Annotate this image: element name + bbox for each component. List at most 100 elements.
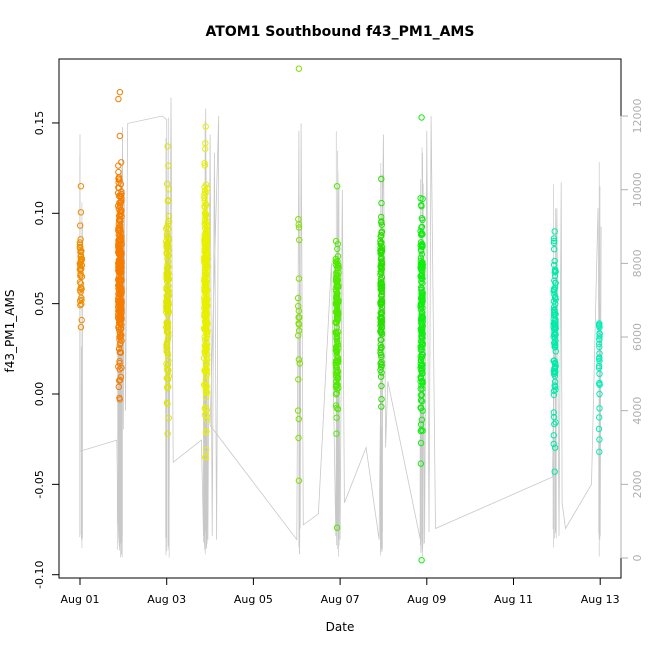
data-point xyxy=(78,285,85,293)
data-point xyxy=(116,204,124,211)
data-point xyxy=(163,264,171,272)
data-point xyxy=(163,223,171,231)
data-point xyxy=(118,207,125,214)
data-point xyxy=(378,353,385,361)
data-point xyxy=(117,349,125,356)
data-point xyxy=(333,323,340,331)
gray-series-line xyxy=(79,97,602,544)
data-point xyxy=(115,184,122,191)
y-axis-left: -0.10 -0.05 0.00 0.05 0.10 0.15 xyxy=(33,111,60,589)
data-point xyxy=(377,349,384,357)
data-point xyxy=(165,220,172,227)
data-point xyxy=(78,294,85,301)
data-point xyxy=(77,236,84,243)
data-point xyxy=(117,288,125,295)
data-point xyxy=(596,324,603,331)
data-point xyxy=(203,331,211,338)
data-point xyxy=(377,341,384,349)
data-point xyxy=(164,351,172,359)
data-point xyxy=(595,364,603,371)
data-point xyxy=(202,389,210,396)
data-point xyxy=(202,365,210,372)
data-point xyxy=(551,246,558,253)
data-point xyxy=(115,263,122,271)
data-point xyxy=(165,234,172,241)
data-point xyxy=(164,143,171,150)
data-point xyxy=(201,203,208,210)
data-point xyxy=(596,448,603,455)
data-point xyxy=(551,291,558,298)
data-point xyxy=(418,261,425,268)
data-point xyxy=(552,348,559,355)
y2-tick-label: 8000 xyxy=(631,249,644,277)
data-point xyxy=(417,404,424,411)
data-point xyxy=(295,434,302,442)
data-point xyxy=(417,421,425,428)
data-point xyxy=(378,249,385,256)
data-point xyxy=(295,477,303,484)
data-point xyxy=(163,324,170,331)
data-point xyxy=(201,191,208,198)
data-point xyxy=(333,369,341,377)
y-axis-right: 0 2000 4000 6000 8000 10000 12000 xyxy=(620,99,644,562)
data-point xyxy=(201,187,209,194)
data-point xyxy=(76,243,84,251)
data-point xyxy=(551,372,559,380)
data-point xyxy=(596,330,603,337)
data-point xyxy=(332,258,339,265)
data-point xyxy=(202,145,209,153)
data-point xyxy=(203,237,211,244)
data-point xyxy=(76,266,84,273)
data-point xyxy=(117,291,125,298)
data-point xyxy=(165,367,172,374)
data-point xyxy=(295,327,303,334)
data-point xyxy=(164,276,172,284)
data-point xyxy=(332,402,340,409)
data-point xyxy=(296,360,303,367)
data-point xyxy=(551,269,558,276)
data-point xyxy=(295,356,303,363)
data-point xyxy=(78,296,85,304)
y-tick-label: -0.10 xyxy=(33,560,46,588)
x-axis-label: Date xyxy=(326,620,355,634)
data-point xyxy=(596,320,603,327)
data-point xyxy=(202,404,209,411)
data-point xyxy=(201,194,208,201)
data-point xyxy=(334,253,342,260)
data-point xyxy=(551,339,558,346)
data-point xyxy=(418,114,425,121)
data-point xyxy=(377,314,384,322)
data-point xyxy=(378,284,386,291)
data-point xyxy=(596,343,603,351)
data-point xyxy=(552,419,559,426)
data-point xyxy=(551,444,559,451)
data-point xyxy=(203,327,211,334)
data-point xyxy=(419,293,426,300)
data-point xyxy=(551,284,559,291)
data-point xyxy=(334,311,341,319)
data-point xyxy=(204,185,211,192)
data-point xyxy=(165,263,172,271)
data-point xyxy=(378,213,385,221)
data-point xyxy=(202,225,209,232)
data-point xyxy=(378,292,385,299)
data-point xyxy=(418,278,425,285)
data-point xyxy=(551,420,558,428)
data-point xyxy=(296,236,303,244)
data-point xyxy=(332,361,340,368)
data-point xyxy=(596,370,603,377)
data-point xyxy=(418,416,426,423)
data-point xyxy=(417,460,425,467)
data-point xyxy=(333,319,341,326)
data-point xyxy=(417,364,424,371)
data-point xyxy=(418,251,426,258)
data-point xyxy=(165,383,172,391)
data-point xyxy=(334,283,341,290)
data-point xyxy=(117,373,125,381)
data-point xyxy=(201,162,209,169)
data-point xyxy=(202,382,209,390)
data-point xyxy=(116,132,124,140)
data-point xyxy=(163,230,171,238)
data-point xyxy=(116,89,124,96)
data-point xyxy=(552,321,559,328)
